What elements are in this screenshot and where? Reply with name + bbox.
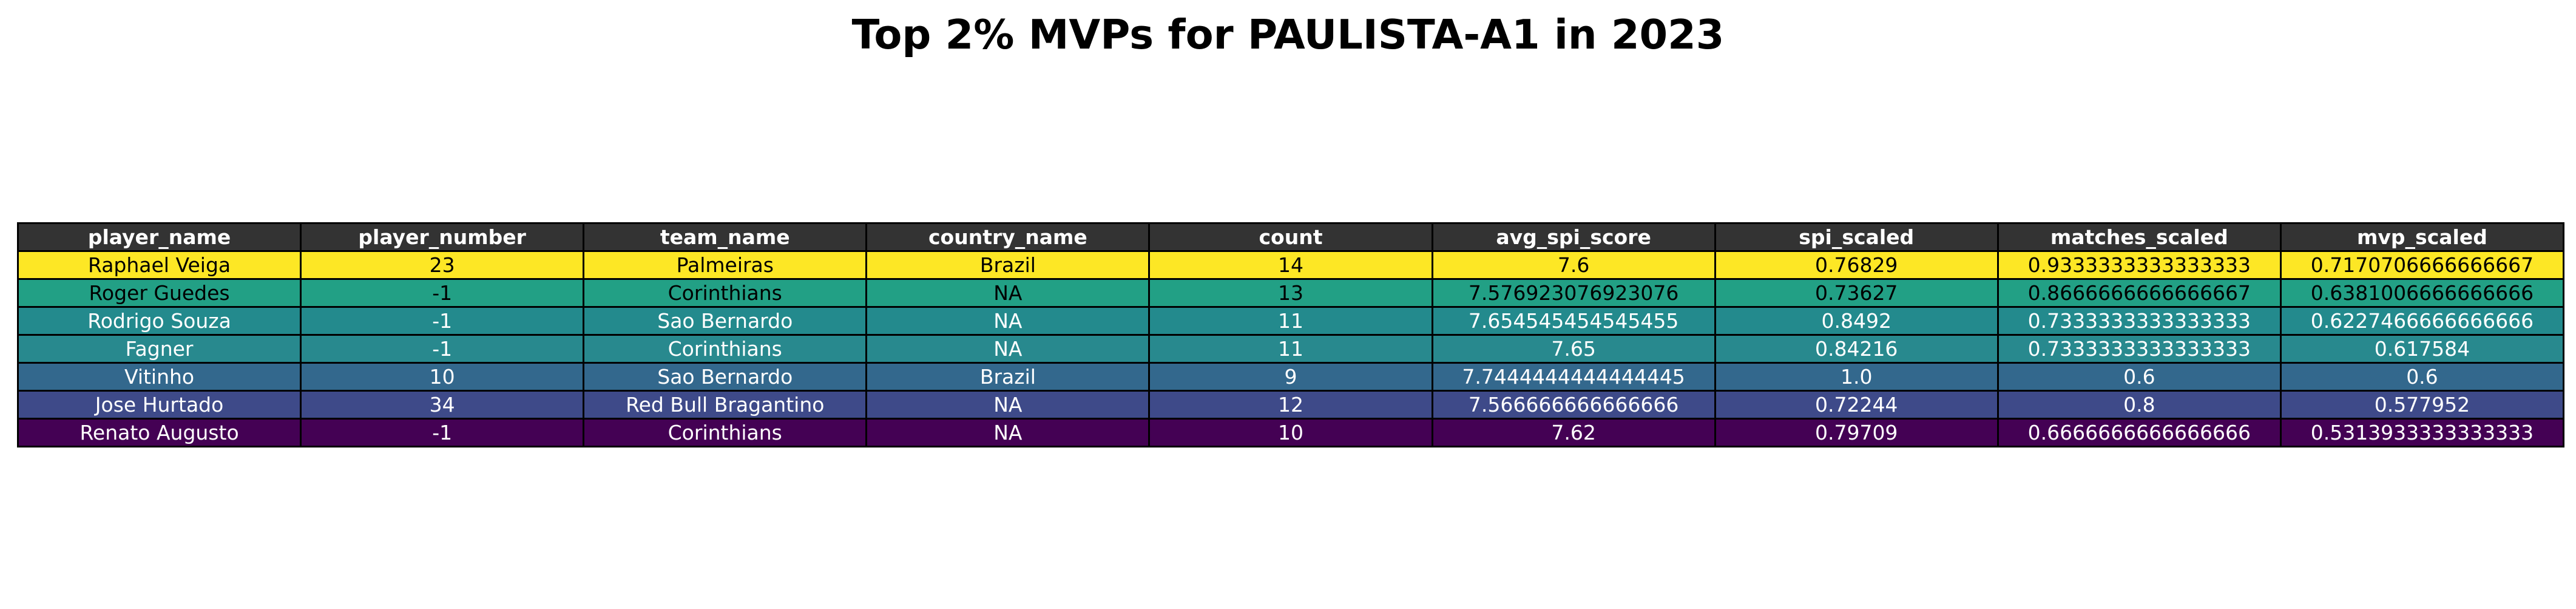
table-cell-mvp-scaled: 0.7170706666666667 — [2279, 250, 2565, 280]
table-row: Roger Guedes -1 Corinthians NA 13 7.576923076… — [16, 278, 2565, 308]
table-cell-country-name: NA — [865, 334, 1151, 364]
table-cell-team-name: Corinthians — [583, 334, 868, 364]
table-cell-mvp-scaled: 0.6227466666666666 — [2279, 306, 2565, 336]
table-cell-avg-spi-score: 7.576923076923076 — [1431, 278, 1716, 308]
column-header-spi-scaled: spi_scaled — [1714, 222, 1999, 252]
table-cell-spi-scaled: 0.8492 — [1714, 306, 1999, 336]
mvp-table: player_name player_number team_name country… — [16, 222, 2565, 447]
table-cell-matches-scaled: 0.8 — [1996, 390, 2282, 420]
table-cell-count: 10 — [1148, 418, 1433, 447]
table-cell-matches-scaled: 0.6 — [1996, 362, 2282, 392]
table-cell-spi-scaled: 0.76829 — [1714, 250, 1999, 280]
table-cell-mvp-scaled: 0.6381006666666666 — [2279, 278, 2565, 308]
column-header-mvp-scaled: mvp_scaled — [2279, 222, 2565, 252]
table-cell-matches-scaled: 0.9333333333333333 — [1996, 250, 2282, 280]
table-row: Jose Hurtado 34 Red Bull Bragantino NA 12 7.5… — [16, 390, 2565, 420]
table-cell-matches-scaled: 0.7333333333333333 — [1996, 306, 2282, 336]
table-cell-count: 9 — [1148, 362, 1433, 392]
mvp-table-container: player_name player_number team_name country… — [16, 222, 2565, 447]
table-cell-avg-spi-score: 7.566666666666666 — [1431, 390, 1716, 420]
table-cell-player-number: -1 — [300, 418, 585, 447]
table-cell-mvp-scaled: 0.5313933333333333 — [2279, 418, 2565, 447]
column-header-player-name: player_name — [16, 222, 302, 252]
table-cell-team-name: Corinthians — [583, 418, 868, 447]
column-header-matches-scaled: matches_scaled — [1996, 222, 2282, 252]
table-cell-count: 14 — [1148, 250, 1433, 280]
table-cell-count: 12 — [1148, 390, 1433, 420]
column-header-avg-spi-score: avg_spi_score — [1431, 222, 1716, 252]
table-cell-mvp-scaled: 0.6 — [2279, 362, 2565, 392]
table-row: Raphael Veiga 23 Palmeiras Brazil 14 7.6 0.768… — [16, 250, 2565, 280]
table-cell-country-name: NA — [865, 418, 1151, 447]
table-row: Vitinho 10 Sao Bernardo Brazil 9 7.7444444444… — [16, 362, 2565, 392]
table-cell-player-name: Vitinho — [16, 362, 302, 392]
table-cell-player-number: -1 — [300, 306, 585, 336]
column-header-country-name: country_name — [865, 222, 1151, 252]
table-cell-player-name: Raphael Veiga — [16, 250, 302, 280]
table-cell-player-number: 23 — [300, 250, 585, 280]
table-cell-team-name: Sao Bernardo — [583, 306, 868, 336]
table-cell-player-number: 34 — [300, 390, 585, 420]
table-header-row: player_name player_number team_name country… — [16, 222, 2565, 252]
table-body: Raphael Veiga 23 Palmeiras Brazil 14 7.6 0.768… — [16, 250, 2565, 447]
table-cell-player-number: -1 — [300, 278, 585, 308]
table-cell-spi-scaled: 0.72244 — [1714, 390, 1999, 420]
table-cell-team-name: Corinthians — [583, 278, 868, 308]
table-cell-country-name: Brazil — [865, 362, 1151, 392]
table-cell-spi-scaled: 0.73627 — [1714, 278, 1999, 308]
table-cell-avg-spi-score: 7.65 — [1431, 334, 1716, 364]
table-cell-count: 11 — [1148, 306, 1433, 336]
table-row: Rodrigo Souza -1 Sao Bernardo NA 11 7.6545454… — [16, 306, 2565, 336]
table-cell-player-number: -1 — [300, 334, 585, 364]
table-cell-country-name: Brazil — [865, 250, 1151, 280]
table-cell-country-name: NA — [865, 306, 1151, 336]
table-row: Fagner -1 Corinthians NA 11 7.65 0.84216 0.7333… — [16, 334, 2565, 364]
table-cell-mvp-scaled: 0.577952 — [2279, 390, 2565, 420]
table-cell-player-name: Roger Guedes — [16, 278, 302, 308]
table-cell-spi-scaled: 0.84216 — [1714, 334, 1999, 364]
table-cell-avg-spi-score: 7.7444444444444445 — [1431, 362, 1716, 392]
table-cell-spi-scaled: 0.79709 — [1714, 418, 1999, 447]
column-header-count: count — [1148, 222, 1433, 252]
table-cell-player-name: Fagner — [16, 334, 302, 364]
table-cell-spi-scaled: 1.0 — [1714, 362, 1999, 392]
table-cell-mvp-scaled: 0.617584 — [2279, 334, 2565, 364]
table-cell-avg-spi-score: 7.62 — [1431, 418, 1716, 447]
table-cell-matches-scaled: 0.7333333333333333 — [1996, 334, 2282, 364]
table-cell-player-name: Rodrigo Souza — [16, 306, 302, 336]
table-cell-country-name: NA — [865, 278, 1151, 308]
table-cell-player-name: Jose Hurtado — [16, 390, 302, 420]
chart-title: Top 2% MVPs for PAULISTA-A1 in 2023 — [851, 11, 1725, 58]
table-cell-team-name: Red Bull Bragantino — [583, 390, 868, 420]
table-cell-avg-spi-score: 7.654545454545455 — [1431, 306, 1716, 336]
column-header-team-name: team_name — [583, 222, 868, 252]
column-header-player-number: player_number — [300, 222, 585, 252]
table-cell-country-name: NA — [865, 390, 1151, 420]
table-cell-avg-spi-score: 7.6 — [1431, 250, 1716, 280]
table-cell-count: 11 — [1148, 334, 1433, 364]
table-cell-matches-scaled: 0.8666666666666667 — [1996, 278, 2282, 308]
table-cell-player-number: 10 — [300, 362, 585, 392]
table-cell-player-name: Renato Augusto — [16, 418, 302, 447]
table-cell-team-name: Palmeiras — [583, 250, 868, 280]
table-cell-team-name: Sao Bernardo — [583, 362, 868, 392]
table-row: Renato Augusto -1 Corinthians NA 10 7.62 0.797… — [16, 418, 2565, 447]
table-cell-count: 13 — [1148, 278, 1433, 308]
table-cell-matches-scaled: 0.6666666666666666 — [1996, 418, 2282, 447]
